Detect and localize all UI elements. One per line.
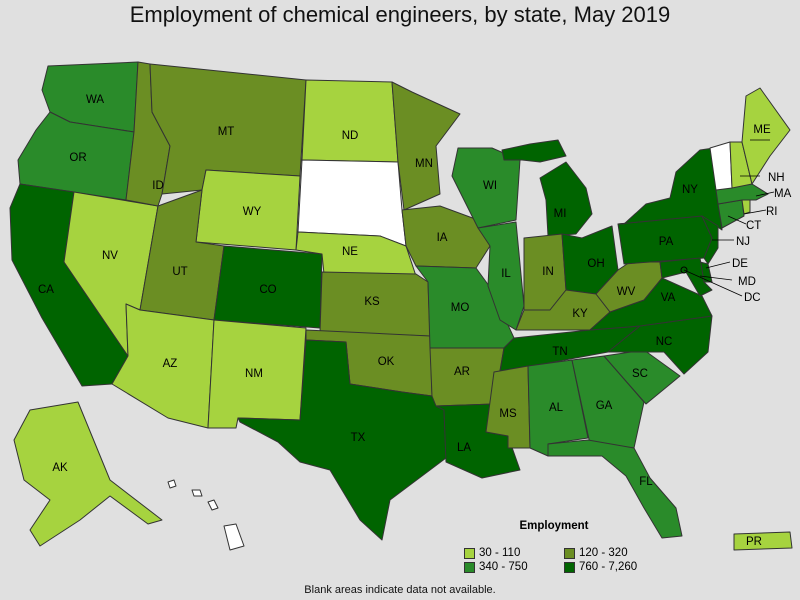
state-ME [741, 87, 791, 185]
legend-title: Employment [519, 520, 589, 532]
label-NJ: NJ [736, 236, 750, 248]
label-MO: MO [451, 302, 470, 314]
state-FL [547, 439, 683, 539]
label-IN: IN [542, 266, 554, 278]
label-OK: OK [378, 356, 395, 368]
state-ND [301, 79, 399, 163]
label-IL: IL [501, 268, 511, 280]
label-CA: CA [38, 284, 54, 296]
label-UT: UT [172, 266, 187, 278]
label-PA: PA [659, 236, 674, 248]
legend-item-bin0: 30 - 110 [464, 546, 564, 560]
label-LA: LA [457, 442, 471, 454]
label-PR: PR [746, 536, 762, 548]
legend-label-bin2: 340 - 750 [479, 561, 528, 573]
legend-item-bin3: 760 - 7,260 [564, 560, 664, 574]
label-RI: RI [766, 206, 778, 218]
label-WV: WV [617, 286, 636, 298]
territory-PR [733, 531, 793, 551]
label-MA: MA [774, 188, 792, 200]
state-WI [451, 147, 521, 229]
label-MI: MI [554, 208, 567, 220]
label-TN: TN [552, 346, 567, 358]
legend-item-bin1: 120 - 320 [564, 546, 664, 560]
label-WA: WA [86, 94, 104, 106]
label-AZ: AZ [163, 358, 178, 370]
label-OR: OR [69, 152, 86, 164]
label-AL: AL [549, 402, 564, 414]
label-VA: VA [661, 292, 676, 304]
leader-lines [683, 139, 775, 297]
footnote: Blank areas indicate data not available. [304, 584, 496, 596]
label-NM: NM [245, 368, 263, 380]
state-AK [13, 401, 163, 547]
label-FL: FL [639, 476, 653, 488]
label-AR: AR [454, 366, 470, 378]
state-IA [401, 205, 491, 269]
legend-label-bin3: 760 - 7,260 [579, 561, 638, 573]
label-MD: MD [738, 276, 756, 288]
label-TX: TX [351, 432, 366, 444]
state-NY [617, 147, 723, 231]
label-MT: MT [218, 126, 235, 138]
label-DE: DE [732, 258, 748, 270]
legend-label-bin1: 120 - 320 [579, 547, 628, 559]
state-MN [391, 81, 461, 211]
map-title: Employment of chemical engineers, by sta… [129, 2, 671, 27]
label-GA: GA [596, 400, 613, 412]
label-NH: NH [768, 172, 785, 184]
legend-label-bin0: 30 - 110 [479, 547, 521, 559]
label-SC: SC [632, 368, 648, 380]
label-ID: ID [152, 180, 164, 192]
label-ND: ND [342, 130, 359, 142]
state-HI [167, 479, 245, 551]
label-NY: NY [682, 184, 698, 196]
label-CT: CT [746, 220, 761, 232]
label-ME: ME [753, 124, 771, 136]
state-MD [659, 257, 713, 297]
label-WI: WI [483, 180, 497, 192]
label-WY: WY [243, 206, 262, 218]
state-IL [477, 221, 525, 331]
legend-swatch-bin3 [564, 561, 575, 573]
legend-swatch-bin1 [564, 547, 575, 559]
label-KY: KY [572, 308, 588, 320]
state-GA [571, 355, 645, 449]
state-WY [195, 169, 301, 251]
label-KS: KS [364, 296, 380, 308]
state-RI [741, 199, 751, 215]
label-OH: OH [587, 258, 604, 270]
legend: Employment 30 - 110 120 - 320 340 - 750 … [464, 520, 664, 574]
label-AK: AK [52, 462, 68, 474]
label-MS: MS [499, 408, 517, 420]
state-MI [501, 139, 593, 237]
label-NC: NC [656, 336, 673, 348]
state-labels: WA OR CA NV ID MT WY UT AZ CO NM ND NE KS OK TX MN IA MO AR… [38, 94, 792, 548]
label-MN: MN [415, 158, 433, 170]
state-CT [717, 199, 745, 229]
legend-swatch-bin2 [464, 561, 475, 573]
label-NV: NV [102, 250, 118, 262]
state-TX [237, 339, 447, 541]
label-CO: CO [259, 284, 276, 296]
label-IA: IA [437, 232, 448, 244]
legend-item-bin2: 340 - 750 [464, 560, 564, 574]
label-NE: NE [342, 246, 358, 258]
label-DC: DC [744, 292, 761, 304]
legend-swatch-bin0 [464, 547, 475, 559]
